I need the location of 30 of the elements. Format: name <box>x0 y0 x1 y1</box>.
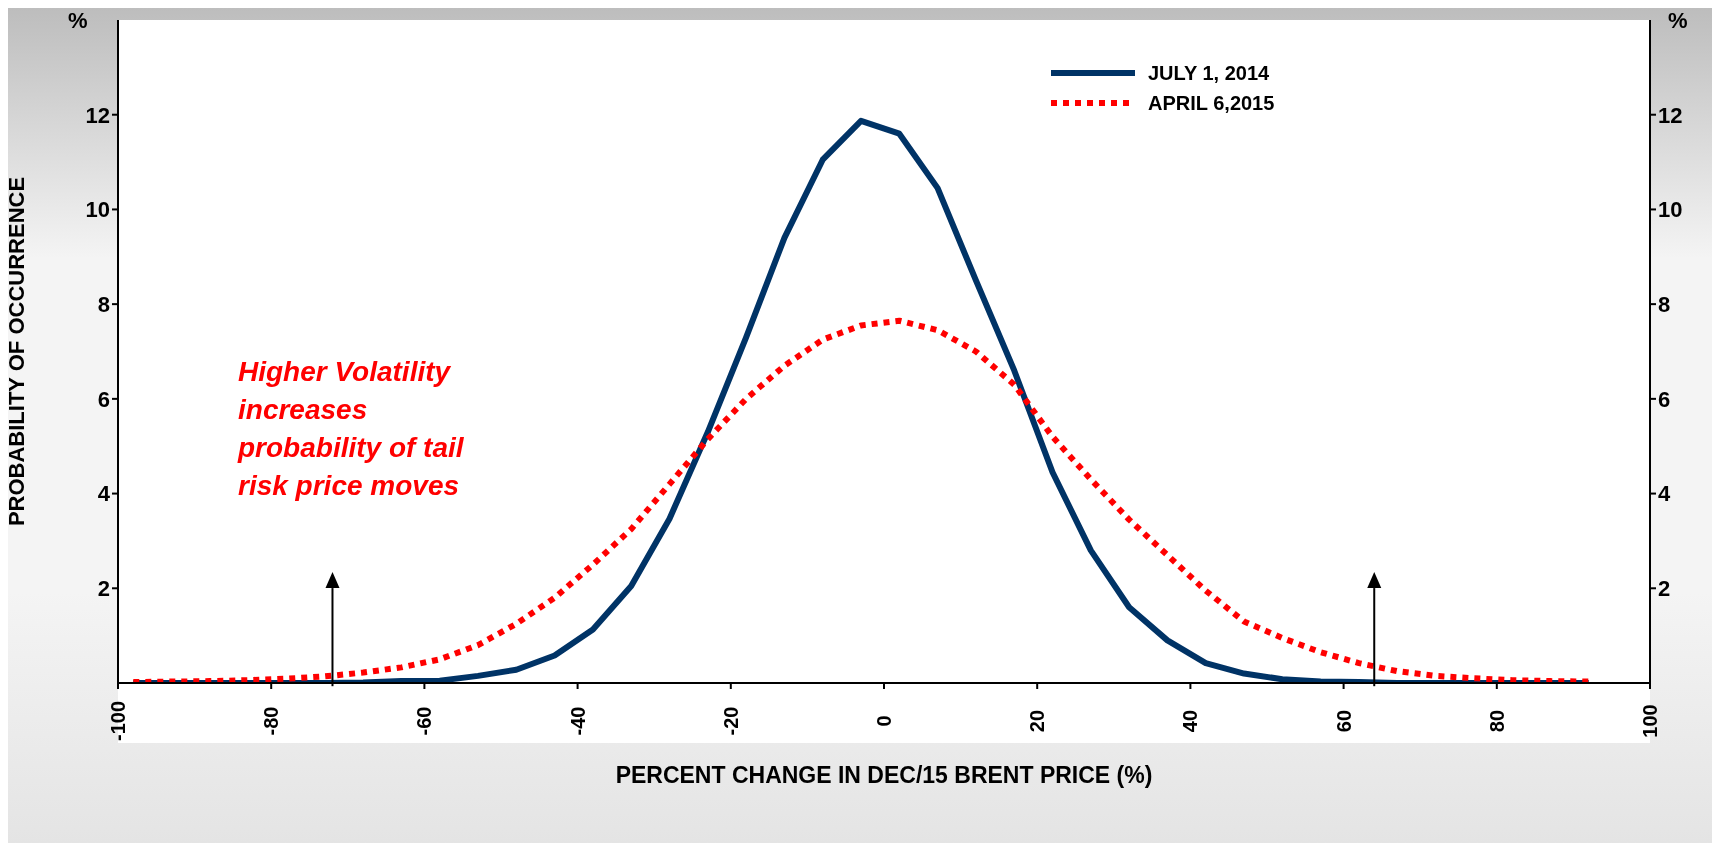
y-tick-label: 10 <box>85 197 110 223</box>
x-tick-label: -20 <box>719 706 742 736</box>
legend-label: JULY 1, 2014 <box>1148 61 1270 85</box>
x-tick-label: -80 <box>260 706 283 736</box>
y-tick-label: 4 <box>97 481 111 507</box>
x-tick-label: 20 <box>1026 709 1049 733</box>
x-tick-label: 100 <box>1639 704 1661 738</box>
x-tick-label: 60 <box>1332 709 1355 733</box>
x-tick-label: 40 <box>1179 709 1202 733</box>
x-tick-label: -100 <box>107 700 129 742</box>
y-tick-label: 6 <box>97 386 110 412</box>
x-tick-label: 80 <box>1485 709 1508 733</box>
x-tick-label: -40 <box>566 706 589 736</box>
x-axis-title: PERCENT CHANGE IN DEC/15 BRENT PRICE (%) <box>615 762 1153 788</box>
y-axis-title: PROBABILITY OF OCCURRENCE <box>3 176 29 527</box>
text: % <box>68 8 88 34</box>
annotation: Higher Volatility increases probability of tail risk price moves <box>238 355 464 503</box>
y2-tick-label: 6 <box>1658 386 1671 412</box>
y-tick-label: 8 <box>97 291 110 317</box>
y2-tick-label: 8 <box>1658 291 1671 317</box>
y-tick-label: 12 <box>85 102 110 128</box>
x-tick-label: -60 <box>413 706 436 736</box>
y-tick-label: 2 <box>97 576 110 602</box>
x-tick-label: 0 <box>873 715 895 727</box>
y2-tick-label: 12 <box>1658 102 1683 128</box>
y2-tick-label: 2 <box>1658 576 1671 602</box>
y2-tick-label: 10 <box>1658 197 1683 223</box>
legend-label: APRIL 6,2015 <box>1148 91 1275 115</box>
y2-tick-label: 4 <box>1658 481 1671 507</box>
text: % <box>1668 8 1688 34</box>
